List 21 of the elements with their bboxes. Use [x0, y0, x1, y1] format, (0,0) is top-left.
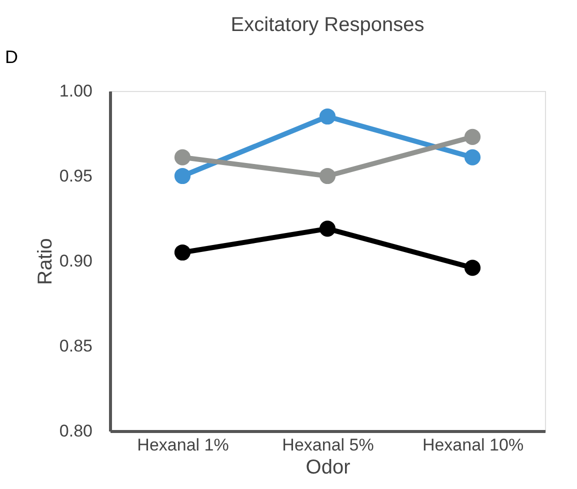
point [174, 168, 191, 184]
x-axis-title: Odor [306, 456, 351, 478]
x-tick-label: Hexanal 1% [137, 436, 229, 454]
y-axis-title: Ratio [34, 238, 56, 285]
x-tick-label: Hexanal 10% [422, 436, 524, 454]
y-tick-label: 0.95 [59, 166, 92, 186]
x-tick-label: Hexanal 5% [282, 436, 374, 454]
point [464, 128, 481, 145]
point [464, 149, 481, 166]
point [319, 220, 336, 237]
point [174, 149, 191, 166]
y-tick-label: 0.80 [59, 422, 92, 440]
point [319, 168, 336, 184]
y-tick-label: 0.90 [59, 252, 92, 270]
point [174, 244, 191, 261]
point [464, 260, 481, 276]
point [319, 108, 336, 125]
chart-title: Excitatory Responses [230, 14, 424, 36]
y-tick-label: 0.85 [59, 336, 92, 356]
y-tick-label: 1.00 [59, 82, 92, 100]
text: D [5, 47, 18, 67]
